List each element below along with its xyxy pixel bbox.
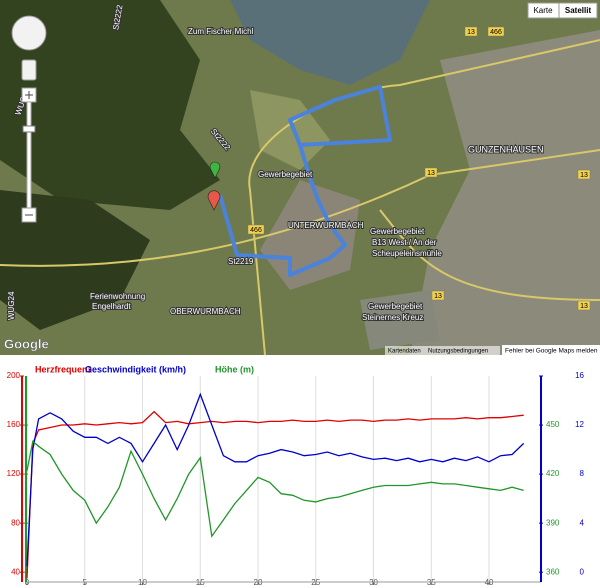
shield-label: 13 <box>467 29 475 36</box>
map-label: Zum Fischer Michl <box>188 27 254 36</box>
map-button-label: Karte <box>533 6 553 15</box>
zoom-handle[interactable] <box>22 125 36 133</box>
forest <box>0 0 220 210</box>
y-tick-label: 4 <box>580 518 585 527</box>
map-label: Ferienwohnung <box>90 292 145 301</box>
y-tick-label: 0 <box>580 567 585 576</box>
village <box>260 180 360 290</box>
y-tick-label: 200 <box>7 371 21 380</box>
satellite-button-label: Satellit <box>565 6 592 15</box>
shield-label: 13 <box>427 170 435 177</box>
zoom-control <box>11 15 47 223</box>
x-tick-label: 0 <box>25 578 30 587</box>
start-marker <box>209 161 221 179</box>
x-tick-label: 15 <box>196 578 205 587</box>
map-label: St2219 <box>228 257 254 266</box>
y-tick-label: 40 <box>11 567 20 576</box>
x-tick-label: 5 <box>83 578 88 587</box>
chart-bg <box>0 355 600 588</box>
map-label: Gewerbegebiet <box>368 302 423 311</box>
map-label: OBERWURMBACH <box>170 307 241 316</box>
y-tick-label: 8 <box>580 469 585 478</box>
x-tick-label: 10 <box>138 578 147 587</box>
footer-bg <box>385 346 500 355</box>
road <box>248 39 600 356</box>
map-label: Engelhardt <box>92 302 131 311</box>
map-label: Gewerbegebiet <box>258 170 313 179</box>
y-tick-label: 360 <box>546 567 560 576</box>
route <box>218 85 392 277</box>
map-label: Gewerbegebiet <box>370 227 425 236</box>
map-label: GUNZENHAUSEN <box>468 144 544 154</box>
y-tick-label: 420 <box>546 469 560 478</box>
legend-label: Höhe (m) <box>215 364 254 374</box>
road-shield: 466 <box>247 224 265 235</box>
x-tick-label: 25 <box>311 578 320 587</box>
google-logo: Google <box>4 336 49 351</box>
x-tick-label: 40 <box>485 578 494 587</box>
map-type-control: Karte Satellit <box>527 2 598 19</box>
shield-label: 466 <box>490 29 502 36</box>
road-shield: 13 <box>424 167 438 178</box>
town <box>410 30 600 355</box>
series-line <box>26 410 524 579</box>
y-tick-label: 450 <box>546 420 560 429</box>
series-line <box>26 392 525 567</box>
y-tick-label: 160 <box>7 420 21 429</box>
legend-label: Geschwindigkeit (km/h) <box>85 364 186 374</box>
y-tick-label: 80 <box>11 518 20 527</box>
industrial <box>360 290 440 350</box>
shield-label: 13 <box>580 303 588 310</box>
plus-icon <box>25 91 33 99</box>
pegman[interactable] <box>21 59 37 81</box>
pan-control[interactable] <box>11 15 47 51</box>
map-label: UNTERWURMBACH <box>288 221 364 230</box>
road-shield: 13 <box>577 300 591 311</box>
map-label: Scheupeleinsmühle <box>372 249 442 258</box>
map-label: B13 West / An der <box>372 238 437 247</box>
forest <box>0 190 150 330</box>
x-tick-label: 30 <box>369 578 378 587</box>
satellite-button[interactable] <box>558 2 598 19</box>
x-tick-label: 35 <box>427 578 436 587</box>
y-tick-label: 16 <box>575 371 584 380</box>
series-line <box>26 440 524 538</box>
x-tick-label: 20 <box>254 578 263 587</box>
map: Zum Fischer Michl Gewerbegebiet UNTERWUR… <box>0 0 600 356</box>
road-shield: 13 <box>464 26 478 37</box>
road <box>379 209 600 301</box>
chart: 0 5 10 15 20 25 30 35 40408012016020036039042045… <box>7 364 585 587</box>
y-tick-label: 390 <box>546 518 560 527</box>
footer-report[interactable]: Fehler bei Google Maps melden <box>505 348 598 355</box>
footer-data: Kartendaten <box>388 349 421 355</box>
map-label: Steinernes Kreuz <box>362 313 423 322</box>
road-shield: 466 <box>487 26 505 37</box>
lake <box>230 0 430 85</box>
fields <box>250 90 330 170</box>
y-tick-label: 120 <box>7 469 21 478</box>
shield-label: 13 <box>434 293 442 300</box>
footer-report-bg <box>502 345 600 355</box>
zoom-slider[interactable] <box>26 101 32 209</box>
footer-terms[interactable]: Nutzungsbedingungen <box>428 349 488 355</box>
shield-label: 13 <box>580 172 588 179</box>
legend-label: Herzfrequenz <box>35 364 93 374</box>
road-shield: 13 <box>431 290 445 301</box>
road-shield: 13 <box>577 169 591 180</box>
road <box>0 149 600 267</box>
y-tick-label: 12 <box>575 420 584 429</box>
shield-label: 466 <box>250 227 262 234</box>
map-label: WUG24 <box>7 291 16 320</box>
end-marker <box>207 190 221 211</box>
